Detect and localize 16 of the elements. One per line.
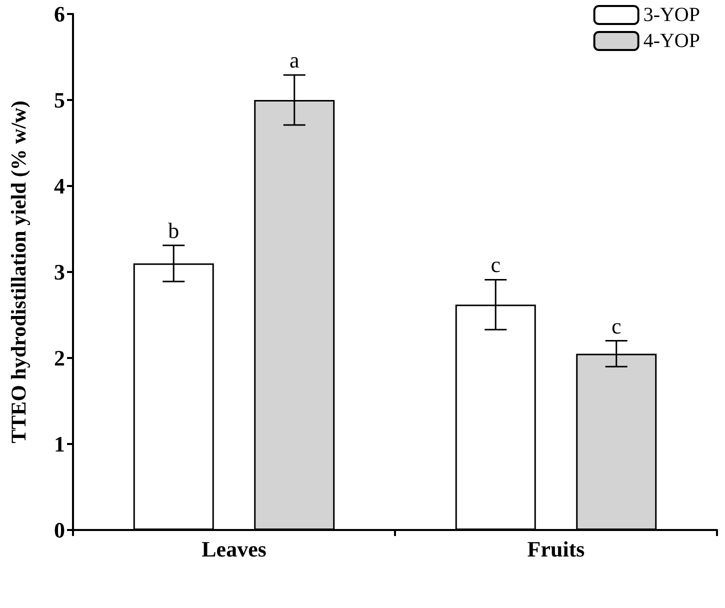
y-axis-title: TTEO hydrodistillation yield (% w/w) [6,100,30,444]
y-tick-label: 0 [54,518,65,542]
y-tick-label: 2 [54,346,65,370]
x-tick-label: Fruits [527,536,586,562]
x-tick-label: Leaves [202,536,267,562]
data-label: c [611,313,622,338]
data-label: c [490,252,501,278]
y-tick-label: 1 [54,432,65,456]
y-tick-label: 3 [54,260,65,284]
legend-label: 4-YOP [643,30,700,52]
legend-label: 3-YOP [643,4,700,26]
data-label: a [289,48,300,73]
data-label: b [168,218,180,243]
y-tick-label: 5 [54,88,65,112]
y-tick-label: 6 [54,2,65,26]
y-tick-label: 4 [54,174,65,198]
